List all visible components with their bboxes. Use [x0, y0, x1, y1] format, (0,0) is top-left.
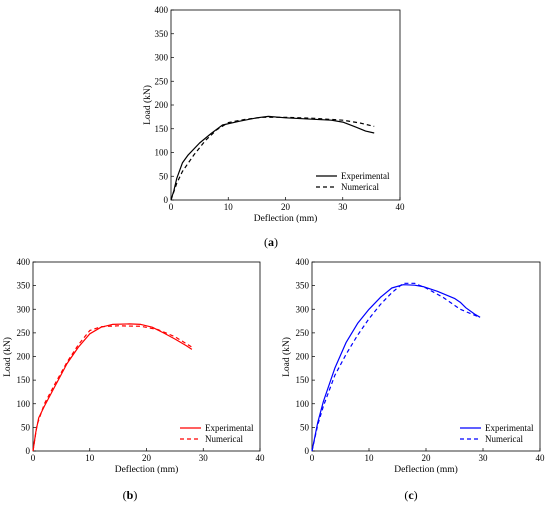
panel-b-ytick-label: 50 — [21, 422, 31, 432]
panel-a-ytick-label: 350 — [155, 29, 169, 39]
panel-c-xtick-label: 20 — [422, 453, 432, 463]
panel-b-legend: Experimental Numerical — [180, 423, 254, 444]
panel-a-ytick-label: 250 — [155, 76, 169, 86]
panel-b-legend-numerical: Numerical — [205, 434, 243, 444]
panel-b-ytick-label: 200 — [17, 352, 31, 362]
panel-a-series — [170, 115, 375, 201]
panel-a-ytick-label: 200 — [155, 100, 169, 110]
panel-a-xtick-label: 30 — [338, 202, 348, 212]
panel-b-ytick-label: 250 — [17, 328, 31, 338]
panel-c-ytick-label: 400 — [296, 257, 310, 267]
panel-c-legend: Experimental Numerical — [460, 423, 534, 444]
panel-c-ytick-label: 100 — [296, 399, 310, 409]
panel-a-ytick-label: 300 — [155, 53, 169, 63]
panel-b-series-experimental-line — [32, 323, 193, 452]
panel-c-xtick-label: 40 — [536, 453, 546, 463]
panel-a-ytick-label: 50 — [159, 171, 169, 181]
panel-b-caption: (b) — [123, 488, 138, 502]
panel-a-ytick-label: 400 — [155, 5, 169, 15]
panel-c-series-numerical-line — [311, 282, 478, 452]
panel-c-xtick-label: 0 — [310, 453, 315, 463]
panel-a-xtick-label: 40 — [396, 202, 406, 212]
panel-c-ytick-label: 150 — [296, 375, 310, 385]
panel-a-caption: (a) — [264, 235, 278, 249]
panel-b-ytick-label: 100 — [17, 399, 31, 409]
panel-a-xlabel: Deflection (mm) — [254, 213, 318, 224]
panel-b-ylabel: Load (kN) — [2, 337, 13, 377]
panel-a-series-numerical-line — [170, 116, 375, 201]
panel-c-xtick-label: 30 — [479, 453, 489, 463]
panel-c-ytick-label: 0 — [305, 446, 310, 456]
panel-c-caption: (c) — [404, 488, 417, 502]
panel-a-xtick-label: 10 — [224, 202, 234, 212]
panel-c-series — [311, 282, 481, 452]
panel-c-legend-experimental: Experimental — [485, 423, 534, 433]
panel-b-xtick-label: 20 — [142, 453, 152, 463]
panel-c-ytick-label: 250 — [296, 328, 310, 338]
panel-c-caption-letter: c — [408, 488, 414, 502]
panel-b-ytick-label: 0 — [26, 446, 31, 456]
panel-b-ytick-label: 150 — [17, 375, 31, 385]
panel-a-caption-letter: a — [268, 235, 274, 249]
panel-a-legend-experimental: Experimental — [341, 171, 390, 181]
panel-a-legend-numerical: Numerical — [341, 182, 379, 192]
panel-b-xtick-label: 10 — [85, 453, 95, 463]
panel-b-xlabel: Deflection (mm) — [115, 464, 179, 475]
panel-c-ylabel: Load (kN) — [281, 337, 292, 377]
panel-a-ylabel: Load (kN) — [142, 85, 153, 125]
panel-a-legend: Experimental Numerical — [316, 171, 390, 192]
panel-a-series-experimental-line — [170, 115, 375, 201]
panel-c-xtick-label: 10 — [365, 453, 375, 463]
panel-b-legend-experimental: Experimental — [205, 423, 254, 433]
panel-b-ytick-label: 350 — [17, 281, 31, 291]
panel-b-caption-letter: b — [127, 488, 134, 502]
panel-c-legend-numerical: Numerical — [485, 434, 523, 444]
panel-b-ytick-label: 400 — [17, 257, 31, 267]
panel-a-ytick-label: 0 — [164, 195, 169, 205]
panel-a-xtick-label: 0 — [169, 202, 174, 212]
panel-b-xtick-label: 40 — [256, 453, 266, 463]
panel-c-ytick-label: 350 — [296, 281, 310, 291]
panel-b-xtick-label: 30 — [199, 453, 209, 463]
panel-c-ytick-label: 200 — [296, 352, 310, 362]
panel-b-series-numerical-line — [32, 325, 193, 452]
panel-a-ytick-label: 150 — [155, 124, 169, 134]
panel-b-ytick-label: 300 — [17, 304, 31, 314]
panel-b-series — [32, 323, 193, 452]
panel-b-xtick-label: 0 — [31, 453, 36, 463]
panel-a-xtick-label: 20 — [281, 202, 291, 212]
panel-c-ytick-label: 300 — [296, 304, 310, 314]
panel-c-ytick-label: 50 — [300, 422, 310, 432]
panel-a-ytick-label: 100 — [155, 148, 169, 158]
panel-c-series-experimental-line — [311, 284, 481, 452]
panel-c-xlabel: Deflection (mm) — [394, 464, 458, 475]
